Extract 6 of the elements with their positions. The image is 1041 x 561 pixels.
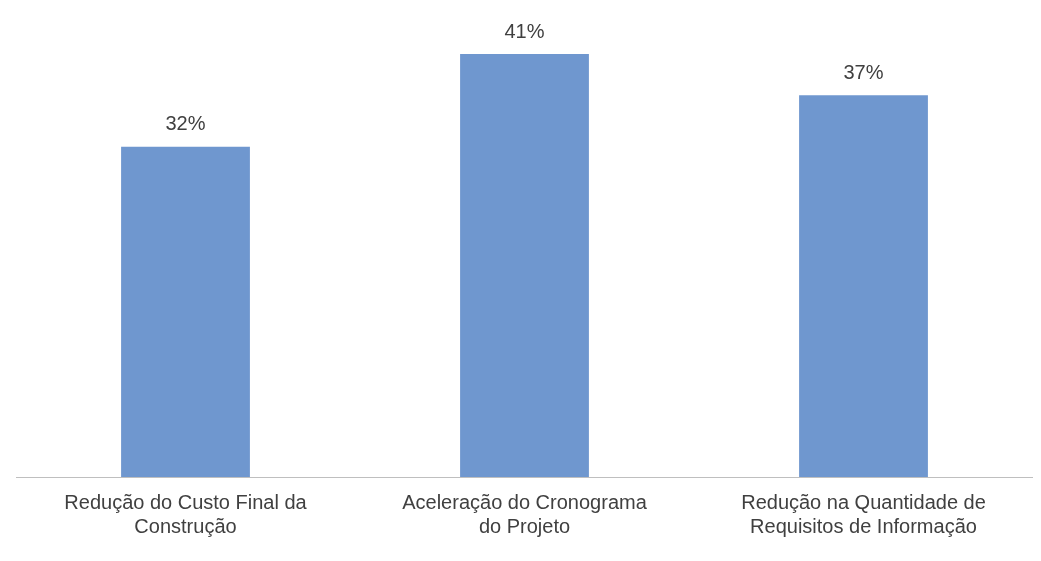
data-label: 41% xyxy=(504,19,545,42)
x-tick-label: Redução na Quantidade de Requisitos de Informação xyxy=(741,490,986,537)
x-tick-label: Redução do Custo Final da Construção xyxy=(64,490,308,537)
x-tick-label: Aceleração do Cronograma do Projeto xyxy=(402,490,648,537)
data-label: 37% xyxy=(843,60,884,83)
data-label: 32% xyxy=(165,112,206,135)
